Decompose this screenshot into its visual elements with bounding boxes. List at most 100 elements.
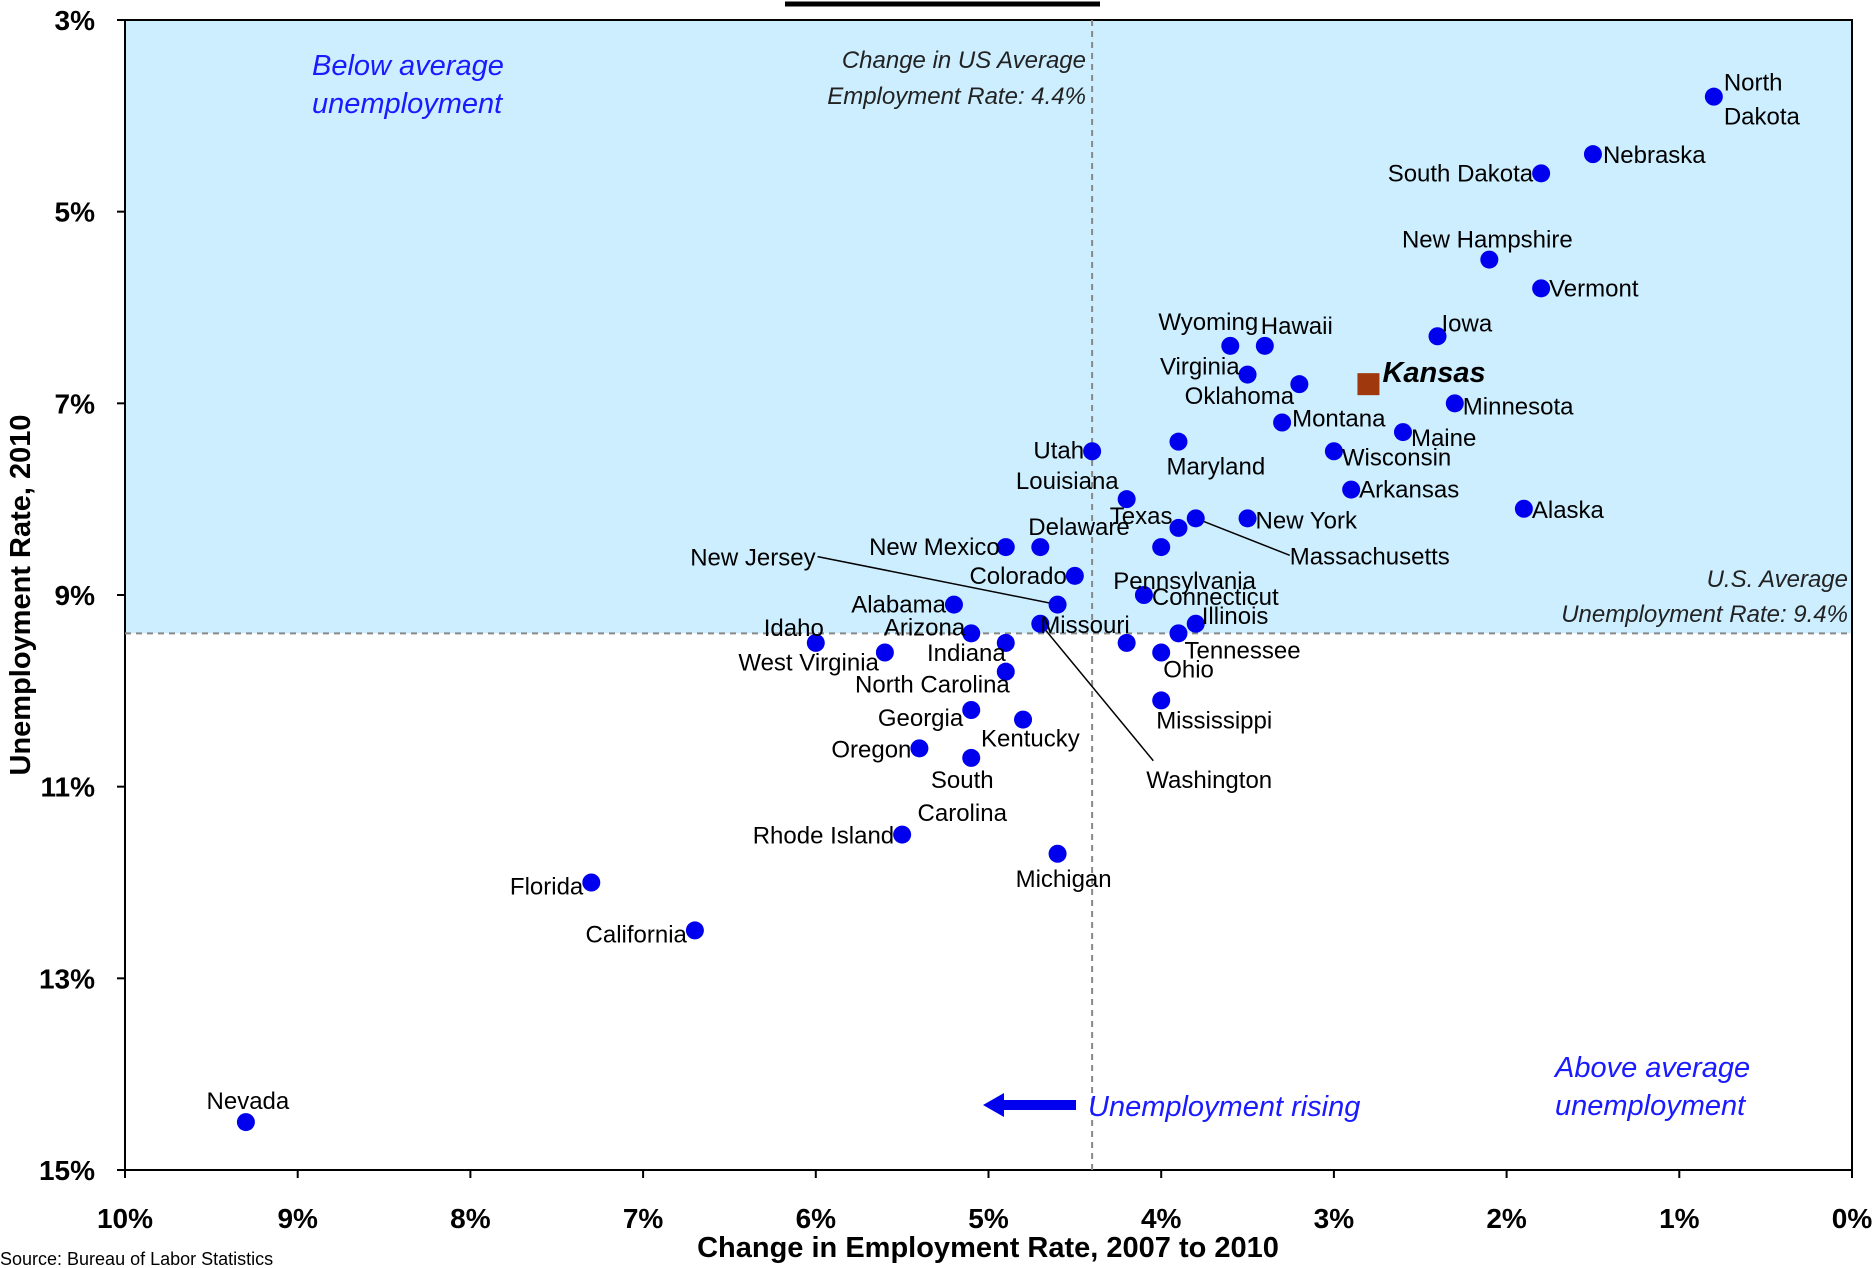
label-new-york: New York bbox=[1256, 507, 1358, 534]
label-arizona: Arizona bbox=[884, 614, 966, 641]
point-arkansas bbox=[1342, 480, 1361, 499]
y-tick-label: 9% bbox=[55, 580, 96, 611]
point-maine bbox=[1393, 423, 1412, 442]
label-colorado: Colorado bbox=[969, 563, 1066, 590]
label-missouri: Missouri bbox=[1040, 612, 1129, 639]
label-north-dakota-line1: North bbox=[1724, 70, 1783, 97]
point-iowa bbox=[1428, 327, 1447, 346]
source-note: Source: Bureau of Labor Statistics bbox=[0, 1249, 273, 1268]
x-tick-label: 4% bbox=[1141, 1203, 1182, 1234]
y-tick-label: 15% bbox=[39, 1155, 95, 1186]
label-arkansas: Arkansas bbox=[1359, 477, 1459, 504]
label-oregon: Oregon bbox=[831, 736, 911, 763]
point-arizona bbox=[962, 624, 981, 643]
leader-lines bbox=[817, 517, 1291, 762]
point-louisiana bbox=[1117, 490, 1136, 509]
data-points bbox=[236, 87, 1723, 1132]
point-alaska bbox=[1514, 499, 1533, 518]
label-vermont: Vermont bbox=[1549, 275, 1639, 302]
label-alaska: Alaska bbox=[1532, 497, 1605, 524]
label-south-carolina-line1: South bbox=[931, 767, 994, 794]
x-tick-label: 1% bbox=[1659, 1203, 1700, 1234]
point-mississippi bbox=[1152, 691, 1171, 710]
point-colorado bbox=[1065, 566, 1084, 585]
x-tick-label: 6% bbox=[796, 1203, 837, 1234]
label-mississippi: Mississippi bbox=[1156, 707, 1272, 734]
axes: 3% 5% 7% 9% 11% 13% 15%10% 9% 8% 7% 6% 5% 4% 3% 2% 1% 0%… bbox=[5, 1, 1873, 1264]
x-tick-label: 3% bbox=[1314, 1203, 1355, 1234]
above-average-label-line1: Above average bbox=[1553, 1052, 1750, 1084]
point-kentucky bbox=[1014, 710, 1033, 729]
label-oklahoma: Oklahoma bbox=[1185, 383, 1295, 410]
point-delaware bbox=[1031, 538, 1050, 557]
label-nevada: Nevada bbox=[207, 1088, 290, 1115]
label-rhode-island: Rhode Island bbox=[753, 823, 894, 850]
point-wisconsin bbox=[1324, 442, 1343, 461]
y-axis-title: Unemployment Rate, 2010 bbox=[5, 414, 37, 775]
arrow-left-icon bbox=[983, 1093, 1076, 1117]
point-north-carolina bbox=[996, 662, 1015, 681]
point-texas bbox=[1169, 518, 1188, 537]
label-florida: Florida bbox=[510, 874, 584, 901]
point-connecticut bbox=[1134, 586, 1153, 604]
us-employment-note-line2: Employment Rate: 4.4% bbox=[827, 83, 1086, 110]
below-average-label-line2: unemployment bbox=[312, 88, 504, 120]
label-minnesota: Minnesota bbox=[1463, 393, 1574, 420]
point-ohio bbox=[1152, 643, 1171, 662]
label-louisiana: Louisiana bbox=[1016, 468, 1119, 495]
x-tick-label: 0% bbox=[1832, 1203, 1873, 1234]
x-tick-label: 8% bbox=[450, 1203, 491, 1234]
x-tick-label: 2% bbox=[1486, 1203, 1527, 1234]
label-iowa: Iowa bbox=[1442, 310, 1493, 337]
y-tick-label: 3% bbox=[55, 5, 96, 36]
point-california bbox=[685, 921, 704, 940]
point-new-york bbox=[1238, 509, 1257, 528]
point-wyoming bbox=[1221, 336, 1240, 355]
point-nebraska bbox=[1583, 145, 1602, 164]
point-illinois bbox=[1186, 614, 1205, 633]
label-south-dakota: South Dakota bbox=[1388, 160, 1534, 187]
above-average-label-line2: unemployment bbox=[1555, 1090, 1747, 1122]
x-tick-label: 7% bbox=[623, 1203, 664, 1234]
point-south-dakota bbox=[1532, 164, 1551, 183]
label-north-dakota-line2: Dakota bbox=[1724, 104, 1801, 131]
point-vermont bbox=[1532, 279, 1551, 298]
label-hawaii: Hawaii bbox=[1261, 313, 1333, 340]
x-axis-title: Change in Employment Rate, 2007 to 2010 bbox=[697, 1232, 1279, 1264]
label-tennessee: Tennessee bbox=[1184, 637, 1300, 664]
point-minnesota bbox=[1445, 394, 1464, 413]
leader-line-new-jersey bbox=[817, 555, 1058, 606]
point-utah bbox=[1083, 442, 1102, 461]
point-indiana bbox=[996, 633, 1015, 652]
label-texas: Texas bbox=[1110, 503, 1173, 530]
reference-lines bbox=[125, 20, 1852, 1170]
point-washington bbox=[1031, 614, 1050, 633]
label-washington: Washington bbox=[1146, 767, 1272, 794]
point-michigan bbox=[1048, 844, 1067, 863]
label-delaware: Delaware bbox=[1028, 514, 1129, 541]
point-new-mexico bbox=[996, 538, 1015, 557]
label-michigan: Michigan bbox=[1016, 866, 1112, 893]
us-unemployment-note-line1: U.S. Average bbox=[1707, 566, 1848, 593]
label-illinois: Illinois bbox=[1202, 603, 1269, 630]
x-tick-label: 9% bbox=[277, 1203, 318, 1234]
point-kansas bbox=[1357, 373, 1380, 396]
point-missouri bbox=[1117, 633, 1136, 652]
point-oklahoma bbox=[1290, 375, 1309, 394]
label-montana: Montana bbox=[1292, 406, 1386, 433]
point-alabama bbox=[944, 595, 963, 614]
point-montana bbox=[1273, 413, 1292, 432]
below-average-region bbox=[125, 20, 1852, 634]
y-tick-label: 13% bbox=[39, 963, 95, 994]
point-rhode-island bbox=[893, 825, 912, 844]
x-tick-label: 5% bbox=[968, 1203, 1009, 1234]
point-labels: North Dakota Nebraska South Dakota New Hamps… bbox=[207, 70, 1801, 1115]
point-georgia bbox=[962, 701, 981, 719]
label-north-carolina: North Carolina bbox=[855, 672, 1010, 699]
x-tick-label: 10% bbox=[97, 1203, 153, 1234]
y-tick-label: 11% bbox=[41, 772, 96, 803]
label-maine: Maine bbox=[1411, 425, 1476, 452]
label-maryland: Maryland bbox=[1166, 454, 1265, 481]
us-employment-note-line1: Change in US Average bbox=[842, 47, 1086, 74]
